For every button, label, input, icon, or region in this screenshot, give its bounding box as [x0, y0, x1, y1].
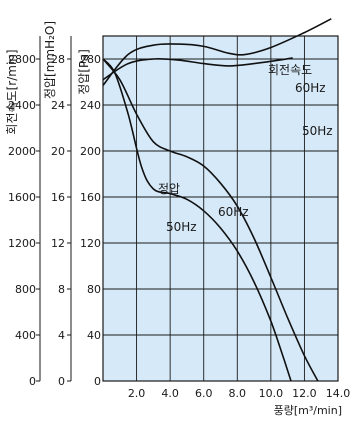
mmh2o-tick-label: 4 — [58, 329, 65, 342]
x-tick-label: 14.0 — [326, 387, 351, 400]
rpm-tick-label: 1600 — [8, 191, 36, 204]
grid-lines — [103, 36, 338, 381]
annotation-50hz-pressure: 50Hz — [166, 220, 197, 234]
annotation-pressure: 정압 — [158, 182, 180, 196]
rpm-tick-label: 0 — [29, 375, 36, 388]
pa-tick-label: 120 — [80, 237, 101, 250]
mmh2o-tick-label: 28 — [51, 53, 65, 66]
pa-tick-label: 280 — [80, 53, 101, 66]
curves — [102, 18, 332, 382]
mmh2o-axis-label: 정압[mmH₂O] — [43, 21, 57, 99]
mmh2o-tick-label: 0 — [58, 375, 65, 388]
x-tick-label: 4.0 — [161, 387, 179, 400]
pa-tick-label: 0 — [94, 375, 101, 388]
annotation-50hz-speed: 50Hz — [302, 124, 333, 138]
annotation-60hz-speed: 60Hz — [295, 81, 326, 95]
rpm-tick-label: 2400 — [8, 99, 36, 112]
pa-axis-label: 정압[Pa] — [77, 49, 91, 95]
x-tick-label: 6.0 — [195, 387, 213, 400]
curve-pressure-60 — [102, 58, 319, 382]
mmh2o-tick-label: 8 — [58, 283, 65, 296]
x-tick-label: 12.0 — [292, 387, 317, 400]
pa-tick-label: 240 — [80, 99, 101, 112]
plot-frame — [102, 35, 339, 382]
rpm-tick-label: 2800 — [8, 53, 36, 66]
x-axis-label: 풍량[m³/min] — [274, 404, 342, 417]
annotation-speed: 회전속도 — [268, 63, 312, 77]
pa-tick-label: 200 — [80, 145, 101, 158]
x-tick-label: 8.0 — [229, 387, 247, 400]
mmh2o-tick-label: 12 — [51, 237, 65, 250]
plot-area — [103, 36, 338, 381]
x-tick-label: 2.0 — [128, 387, 146, 400]
rpm-tick-label: 400 — [15, 329, 36, 342]
annotation-60hz-pressure: 60Hz — [218, 205, 249, 219]
tick-labels: 2.0 4.0 6.0 8.0 10.0 12.0 14.0 0 0 0 40 4 400 80 8 800 1… — [8, 53, 350, 400]
mmh2o-tick-label: 24 — [51, 99, 65, 112]
pa-tick-label: 160 — [80, 191, 101, 204]
curve-speed-60 — [102, 18, 332, 86]
curve-pressure-50 — [102, 58, 292, 382]
pa-tick-label: 40 — [87, 329, 101, 342]
pa-tick-label: 80 — [87, 283, 101, 296]
rpm-tick-label: 1200 — [8, 237, 36, 250]
rpm-tick-label: 2000 — [8, 145, 36, 158]
x-tick-label: 10.0 — [259, 387, 284, 400]
curve-speed-50 — [102, 57, 293, 81]
rpm-tick-label: 800 — [15, 283, 36, 296]
mmh2o-tick-label: 16 — [51, 191, 65, 204]
mmh2o-tick-label: 20 — [51, 145, 65, 158]
rpm-axis-label: 회전속도[r/min] — [5, 49, 19, 134]
